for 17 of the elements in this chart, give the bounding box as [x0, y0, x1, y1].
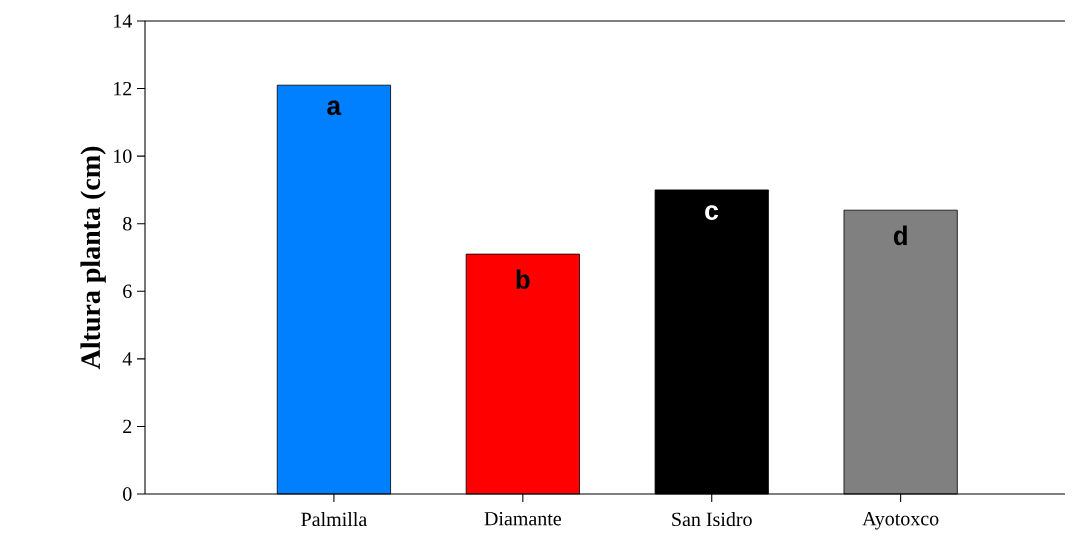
y-tick-label: 0 [123, 487, 132, 501]
annotation: a [327, 100, 342, 116]
x-tick-label: Palmilla [301, 512, 367, 527]
y-tick-label: 14 [114, 14, 132, 28]
y-tick-label: 4 [122, 352, 132, 366]
annotation: b [516, 269, 530, 290]
x-tick-label: San Isidro [672, 512, 752, 527]
y-tick-label: 2 [123, 419, 132, 434]
y-tick-label: 8 [123, 216, 132, 231]
x-tick-label: Ayotoxco [862, 512, 939, 530]
y-tick-label: 12 [114, 81, 132, 96]
y-tick-label: 10 [114, 149, 132, 163]
x-tick-label: Diamante [484, 512, 562, 526]
y-tick-label: 6 [123, 284, 132, 298]
annotation: d [893, 225, 907, 246]
y-axis-title: Altura planta (cm) [80, 146, 106, 370]
annotation: c [705, 205, 719, 220]
